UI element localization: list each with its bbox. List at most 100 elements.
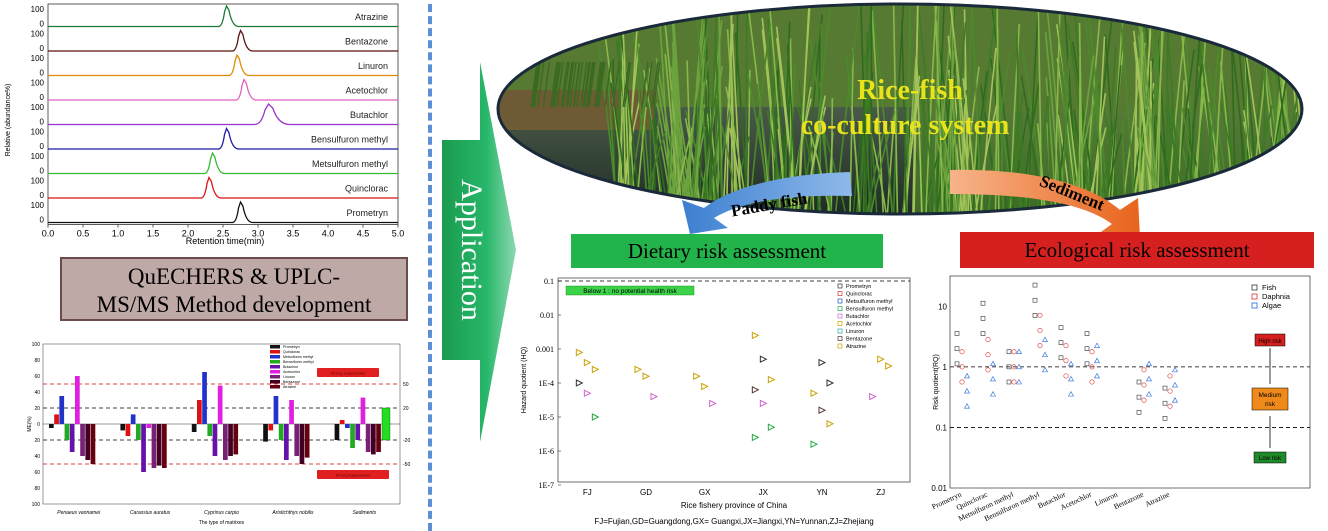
high-risk-badge <box>1254 333 1286 347</box>
x-tick-label: 1.5 <box>147 229 160 239</box>
eco-point <box>1041 366 1049 373</box>
dietary-point <box>591 365 600 374</box>
eco-legend-label: Algae <box>1262 301 1281 310</box>
grass-blade <box>756 83 774 214</box>
matrix-bar <box>289 400 294 424</box>
eco-point <box>1032 313 1038 318</box>
eco-point <box>1032 282 1038 288</box>
trace-line <box>48 77 398 101</box>
dietary-legend-marker <box>837 291 843 296</box>
eco-point <box>1058 340 1064 345</box>
matrix-bar <box>350 424 355 448</box>
eco-ylabel: Risk quotient(RQ) <box>933 354 940 410</box>
matrix-legend-label: Bentazone <box>283 380 300 384</box>
eco-point <box>1037 343 1043 349</box>
method-line1: QuECHERS & UPLC- <box>127 264 341 289</box>
eco-point <box>1093 357 1101 364</box>
grass-blade <box>921 100 938 214</box>
eco-y-tick: 0.01 <box>931 484 947 493</box>
matrix-right-label: -20 <box>403 438 410 444</box>
eco-point <box>1063 358 1069 364</box>
trace-top-tick: 100 <box>31 5 45 14</box>
matrix-y-tick: 100 <box>32 502 41 508</box>
eco-point <box>1093 372 1101 379</box>
grass-blade <box>537 61 545 108</box>
eco-category-label: Bentazone <box>1112 489 1145 511</box>
grass-blade <box>870 135 888 214</box>
dietary-category-label: YN <box>816 488 827 497</box>
trace-line <box>48 102 398 126</box>
dietary-point <box>642 372 651 381</box>
dietary-legend-marker <box>837 298 843 304</box>
grass-blade <box>1289 134 1302 214</box>
grass-blade <box>935 20 949 214</box>
dietary-y-tick: 1E-5 <box>538 413 554 422</box>
matrix-y-tick: 80 <box>34 358 40 364</box>
grass-blade <box>871 4 894 214</box>
medium-risk-text: risk <box>1265 401 1276 408</box>
matrix-bar <box>85 424 91 460</box>
dietary-y-tick: 0.1 <box>544 277 554 286</box>
trace-top-tick: 100 <box>31 128 45 137</box>
medium-risk-text: Medium <box>1258 392 1281 399</box>
matrix-legend-swatch <box>270 375 280 379</box>
matrix-right-label: 20 <box>403 406 409 412</box>
matrix-legend-swatch <box>270 355 280 359</box>
grass-blade <box>651 61 659 108</box>
matrix-legend-label: Linuron <box>283 375 295 379</box>
dietary-risk-chart: 0.1 0.01 0.001 1E-4 1E-5 1E-6 1E-7 Below 1 : no… <box>521 277 911 526</box>
matrix-bar <box>294 424 300 456</box>
grass-blade <box>604 61 612 108</box>
matrix-y-tick: 0 <box>37 422 40 428</box>
divider-left <box>428 4 432 531</box>
matrix-legend-swatch <box>270 360 280 364</box>
dietary-ylabel: Hazard quotient (HQ) <box>521 347 528 414</box>
matrix-y-tick: 20 <box>34 406 40 412</box>
application-label: Application <box>455 179 488 321</box>
trace-label: Metsulfuron methyl <box>312 159 388 169</box>
dietary-legend-marker <box>837 313 843 319</box>
grass-blade <box>900 20 908 214</box>
eco-point <box>1141 397 1147 403</box>
grass-blade <box>645 61 653 108</box>
matrix-bar <box>202 372 207 424</box>
eco-point <box>1063 343 1069 349</box>
grass-blade <box>935 4 946 214</box>
matrix-legend-swatch <box>270 385 280 389</box>
trace-base-tick: 0 <box>40 20 45 29</box>
x-tick-label: 0.0 <box>42 229 55 239</box>
matrix-red-tag-bottom-text: Strong suppression <box>336 473 370 478</box>
sediment-label: Sediment <box>1037 171 1107 214</box>
x-tick-label: 3.0 <box>252 229 265 239</box>
eco-point <box>1058 355 1064 361</box>
dietary-legend-marker <box>837 306 843 311</box>
dietary-legend-marker <box>837 321 843 326</box>
dietary-point <box>650 392 659 401</box>
trace-top-tick: 100 <box>31 103 45 112</box>
grass-blade <box>598 61 606 108</box>
grass-blade <box>556 61 564 108</box>
trace-line <box>48 200 398 224</box>
dietary-legend-label: Quinclorac <box>846 292 873 298</box>
grass-blade <box>1010 107 1030 214</box>
matrix-bar <box>268 424 274 431</box>
curved-arrows: Paddy fish Sediment <box>682 169 1140 238</box>
eco-legend-marker <box>1251 293 1258 300</box>
matrix-bar <box>223 424 228 460</box>
grass-blade <box>550 61 558 108</box>
eco-point <box>963 372 971 379</box>
eco-point <box>1015 378 1023 385</box>
dietary-legend-label: Butachlor <box>846 314 869 320</box>
grass-blade <box>560 61 569 108</box>
method-development-box: QuECHERS & UPLC- MS/MS Method developmen… <box>60 257 408 321</box>
dietary-category-label: FJ <box>583 488 592 497</box>
dietary-point <box>759 355 768 364</box>
eco-point <box>1145 360 1153 367</box>
grass-blade <box>1072 4 1090 214</box>
matrix-bar <box>191 424 197 432</box>
eco-point <box>1063 373 1069 379</box>
grass-blade <box>612 61 620 108</box>
dietary-xlabel: Rice fishery province of China <box>681 501 788 510</box>
eco-legend-marker <box>1251 302 1258 309</box>
